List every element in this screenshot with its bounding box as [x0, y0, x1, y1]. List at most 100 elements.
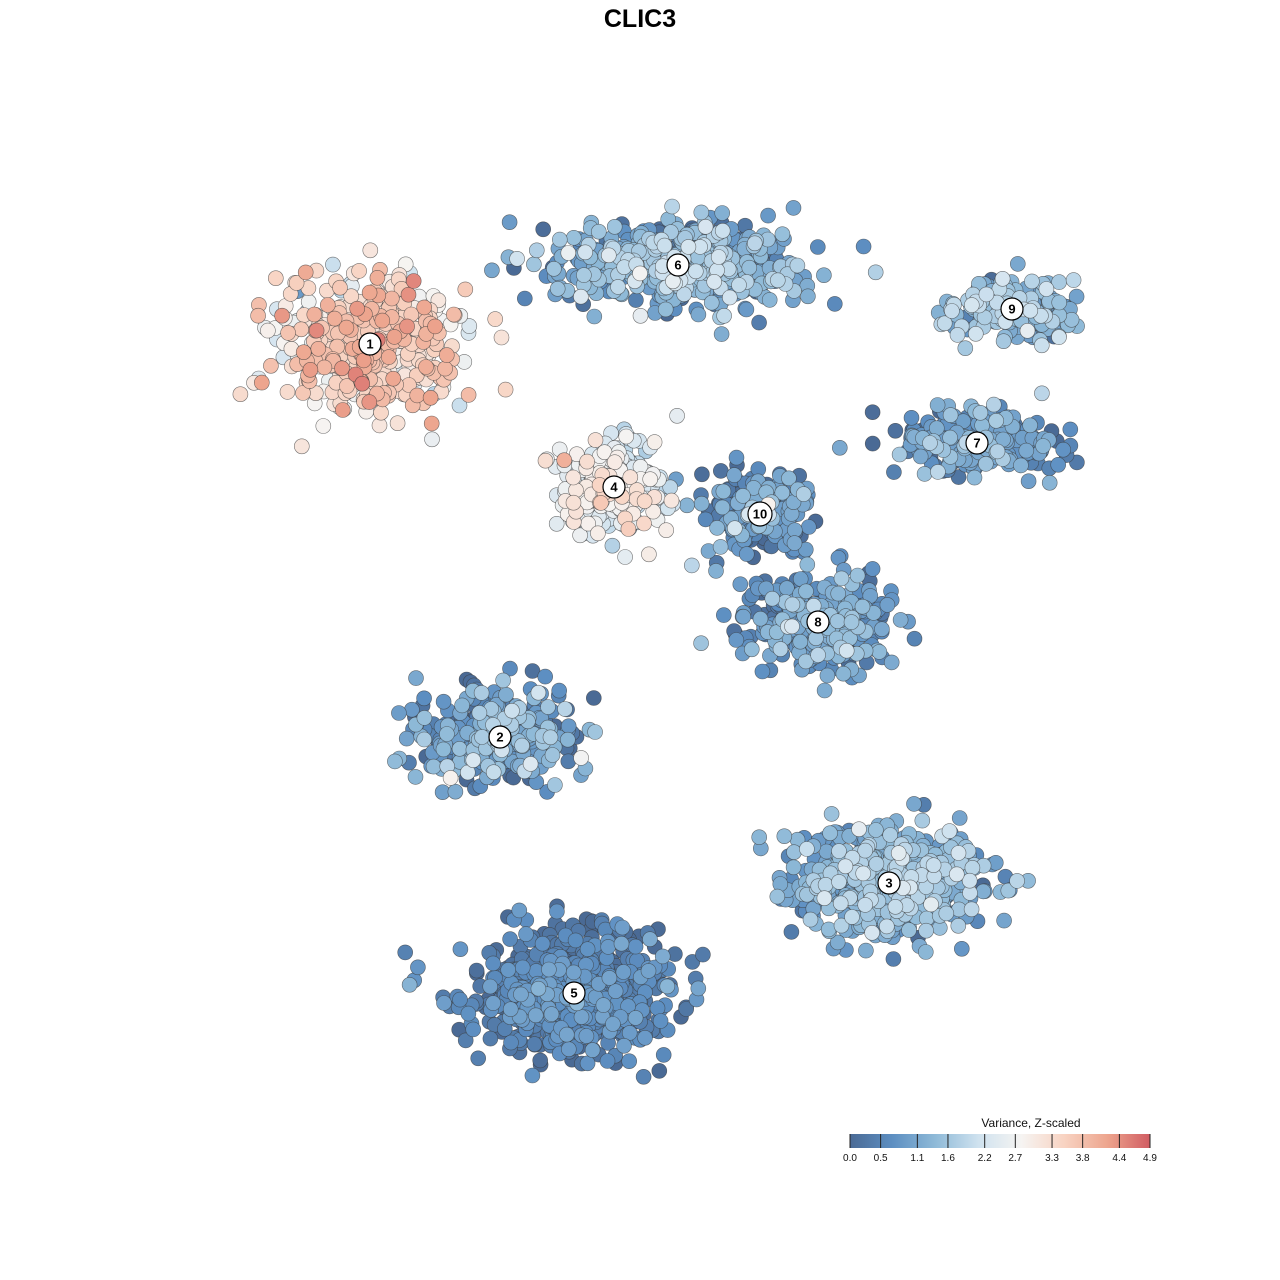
- cell-point-cluster-8: [779, 580, 795, 597]
- cell-point-cluster-1: [354, 375, 371, 392]
- cell-point-cluster-6: [501, 214, 518, 230]
- cell-point-cluster-5: [527, 1007, 544, 1024]
- cell-point-cluster-7: [985, 396, 1002, 413]
- cell-point-cluster-5: [543, 1006, 560, 1022]
- cell-point-cluster-7: [929, 397, 946, 413]
- cell-point-cluster-6: [789, 257, 806, 274]
- cluster-label-text: 5: [570, 986, 577, 1001]
- cell-point-cluster-3: [951, 810, 968, 826]
- cell-point-cluster-10: [738, 546, 755, 562]
- cell-point-cluster-4: [604, 537, 621, 554]
- cell-point-cluster-8: [829, 613, 846, 630]
- cell-point-cluster-5: [397, 944, 414, 961]
- cell-point-cluster-6: [855, 238, 872, 255]
- cell-point-cluster-1: [334, 402, 351, 418]
- cell-point-cluster-10: [714, 499, 731, 516]
- cell-point-cluster-5: [599, 1053, 616, 1069]
- cell-point-cluster-7: [1020, 473, 1037, 490]
- cell-point-cluster-8: [743, 641, 760, 658]
- cell-point-cluster-3: [918, 922, 934, 939]
- cell-point-cluster-1: [334, 360, 350, 377]
- cell-point-cluster-3: [878, 918, 895, 935]
- cell-point-cluster-4: [636, 493, 653, 510]
- cell-point-cluster-1: [386, 329, 403, 345]
- cell-point-cluster-1: [302, 361, 319, 378]
- cluster-label-8: 8: [806, 610, 830, 634]
- cell-point-cluster-5: [615, 964, 632, 980]
- cell-point-cluster-7: [864, 404, 881, 421]
- cell-point-cluster-2: [408, 670, 424, 686]
- cell-point-cluster-1: [253, 374, 270, 391]
- cell-point-cluster-8: [752, 610, 769, 627]
- cell-point-cluster-6: [867, 264, 884, 281]
- cell-point-cluster-2: [471, 705, 488, 721]
- cell-point-cluster-3: [817, 876, 834, 893]
- cell-point-cluster-2: [442, 770, 459, 786]
- cell-point-cluster-9: [944, 303, 960, 319]
- cell-point-cluster-8: [883, 654, 900, 671]
- cell-point-cluster-1: [437, 360, 453, 377]
- cell-point-cluster-5: [482, 978, 499, 995]
- cell-point-cluster-1: [399, 318, 415, 335]
- cell-point-cluster-2: [557, 701, 573, 717]
- cell-point-cluster-5: [637, 1030, 653, 1046]
- cluster-label-text: 2: [496, 730, 503, 745]
- cell-point-cluster-7: [1018, 442, 1035, 459]
- cell-point-cluster-3: [783, 924, 800, 940]
- cell-point-cluster-6: [826, 296, 843, 312]
- cell-point-cluster-3: [887, 898, 904, 915]
- cluster-label-text: 9: [1008, 302, 1015, 317]
- cell-point-cluster-1: [361, 394, 378, 410]
- cell-point-cluster-9: [1034, 337, 1050, 354]
- cell-point-cluster-2: [465, 752, 482, 769]
- cell-point-cluster-6: [657, 301, 674, 318]
- cell-point-cluster-4: [646, 434, 663, 450]
- cell-point-cluster-1: [380, 349, 397, 365]
- cell-point-cluster-8: [735, 608, 752, 625]
- cell-point-cluster-5: [530, 980, 547, 997]
- cell-point-cluster-6: [760, 207, 776, 224]
- cell-point-cluster-6: [741, 259, 758, 276]
- cell-point-cluster-5: [565, 964, 582, 981]
- cell-point-cluster-5: [502, 931, 518, 947]
- cell-point-cluster-1: [332, 279, 348, 296]
- cell-point-cluster-1: [351, 263, 367, 279]
- cell-point-cluster-3: [751, 829, 768, 846]
- cell-point-cluster-3: [786, 844, 802, 861]
- cell-point-cluster-4: [556, 452, 573, 469]
- cell-point-cluster-8: [874, 621, 890, 638]
- cell-point-cluster-2: [439, 726, 455, 742]
- cell-point-cluster-1: [310, 340, 327, 357]
- cell-point-cluster-8: [830, 585, 847, 602]
- cell-point-cluster-6: [546, 260, 562, 277]
- cluster-label-text: 4: [610, 480, 618, 495]
- cell-point-cluster-6: [751, 314, 767, 331]
- cell-point-cluster-2: [542, 729, 559, 746]
- legend-tick-label: 3.8: [1076, 1153, 1090, 1164]
- cell-point-cluster-4: [565, 494, 582, 511]
- cell-point-cluster-1: [319, 297, 336, 313]
- cell-point-cluster-6: [746, 235, 763, 252]
- cell-point-cluster-10: [708, 563, 724, 579]
- cell-point-cluster-6: [769, 272, 786, 289]
- cell-point-cluster-1: [487, 311, 504, 327]
- cell-point-cluster-5: [607, 983, 624, 1000]
- cluster-label-6: 6: [666, 253, 690, 277]
- cell-point-cluster-6: [664, 198, 680, 215]
- cell-point-cluster-5: [652, 1013, 669, 1029]
- cell-point-cluster-6: [484, 262, 500, 279]
- cell-point-cluster-8: [879, 597, 896, 613]
- legend-colorbar: [850, 1134, 1150, 1148]
- cell-point-cluster-10: [786, 535, 803, 551]
- cell-point-cluster-7: [989, 443, 1006, 460]
- legend-tick-label: 0.0: [843, 1153, 857, 1164]
- cell-point-cluster-6: [628, 292, 644, 308]
- cell-point-cluster-9: [1065, 272, 1082, 288]
- cell-point-cluster-8: [764, 590, 781, 607]
- cell-point-cluster-5: [605, 1016, 621, 1032]
- cell-point-cluster-5: [600, 939, 617, 955]
- cell-point-cluster-6: [697, 219, 714, 235]
- cell-point-cluster-3: [837, 858, 854, 875]
- cell-point-cluster-5: [452, 991, 468, 1008]
- cluster-label-text: 7: [973, 436, 980, 451]
